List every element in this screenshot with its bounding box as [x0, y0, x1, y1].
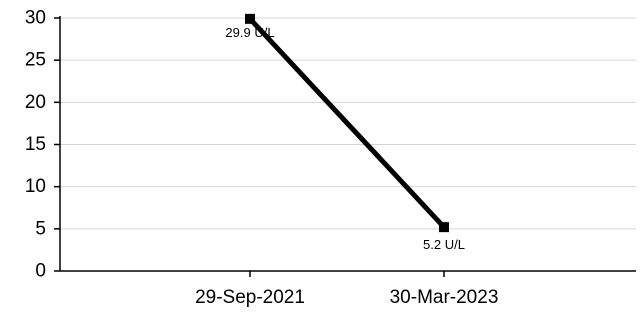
x-axis-ticks: 29-Sep-2021 30-Mar-2023 [195, 271, 498, 308]
data-point-marker [439, 222, 449, 233]
y-tick-label: 0 [35, 261, 46, 282]
y-tick-label: 5 [35, 218, 46, 239]
y-axis-ticks: 0 5 10 15 20 25 30 [25, 8, 60, 282]
data-label: 5.2 U/L [423, 237, 465, 252]
y-tick-label: 30 [25, 8, 46, 29]
x-tick-label: 29-Sep-2021 [195, 287, 305, 308]
data-point-marker [245, 13, 255, 24]
y-tick-label: 20 [25, 92, 46, 113]
x-tick-label: 30-Mar-2023 [390, 287, 499, 308]
series-line [248, 17, 446, 229]
data-label: 29.9 U/L [225, 25, 274, 40]
data-labels-layer: 29.9 U/L 5.2 U/L [225, 25, 465, 252]
y-tick-label: 10 [25, 176, 46, 197]
y-tick-label: 15 [25, 134, 46, 155]
series-layer [245, 13, 449, 233]
grid-lines [60, 17, 636, 230]
y-tick-label: 25 [25, 50, 46, 71]
axes [59, 16, 636, 272]
